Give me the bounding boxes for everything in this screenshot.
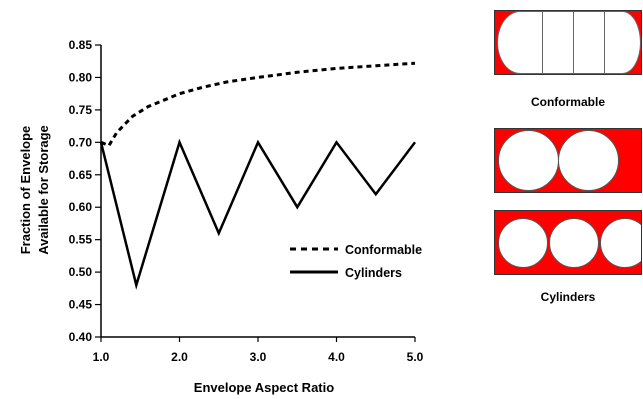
y-tick-label: 0.70 [69,135,93,149]
conformable-tank-illustration [494,10,642,75]
x-tick-label: 2.0 [171,350,188,364]
cylinder-circle [600,218,641,268]
cylinders-tank-two [494,128,642,193]
cylinders-caption: Cylinders [540,290,596,304]
conformable-cell [604,11,641,74]
series-line-cylinders [99,138,416,290]
x-axis-label: Envelope Aspect Ratio [194,380,334,395]
y-tick-label: 0.85 [69,38,93,52]
chart-axes [100,45,415,338]
x-tick-label: 1.0 [93,350,110,364]
y-axis-label-line-1: Fraction of Envelope [18,126,33,255]
y-tick-label: 0.50 [69,265,93,279]
cylinder-circle [498,218,548,268]
x-tick-label: 3.0 [250,350,267,364]
cylinder-circle [549,218,599,268]
y-tick-label: 0.65 [69,168,93,182]
y-axis-label-line-2: Available for Storage [36,125,51,255]
y-tick-label: 0.45 [69,298,93,312]
cylinder-circle [498,130,559,191]
chart-series [99,61,416,290]
series-line-conformable [100,61,416,148]
x-tick-label: 5.0 [407,350,424,364]
chart-ticks: 0.40 0.45 0.50 0.55 0.60 0.65 0.70 0.75 0.80 0.85… [69,38,424,364]
conformable-caption: Conformable [530,95,605,109]
y-tick-label: 0.40 [69,330,93,344]
y-tick-label: 0.75 [69,103,93,117]
legend-cylinders-label: Cylinders [345,266,402,280]
y-tick-label: 0.60 [69,200,93,214]
conformable-cell [497,11,543,74]
conformable-cell [573,11,605,74]
chart-legend: Conformable Cylinders [290,243,422,280]
cylinder-circle [558,130,619,191]
conformable-cell [542,11,574,74]
legend-conformable-label: Conformable [345,243,422,257]
cylinders-tank-three [494,210,642,275]
x-tick-label: 4.0 [328,350,345,364]
y-tick-label: 0.80 [69,70,93,84]
y-tick-label: 0.55 [69,233,93,247]
